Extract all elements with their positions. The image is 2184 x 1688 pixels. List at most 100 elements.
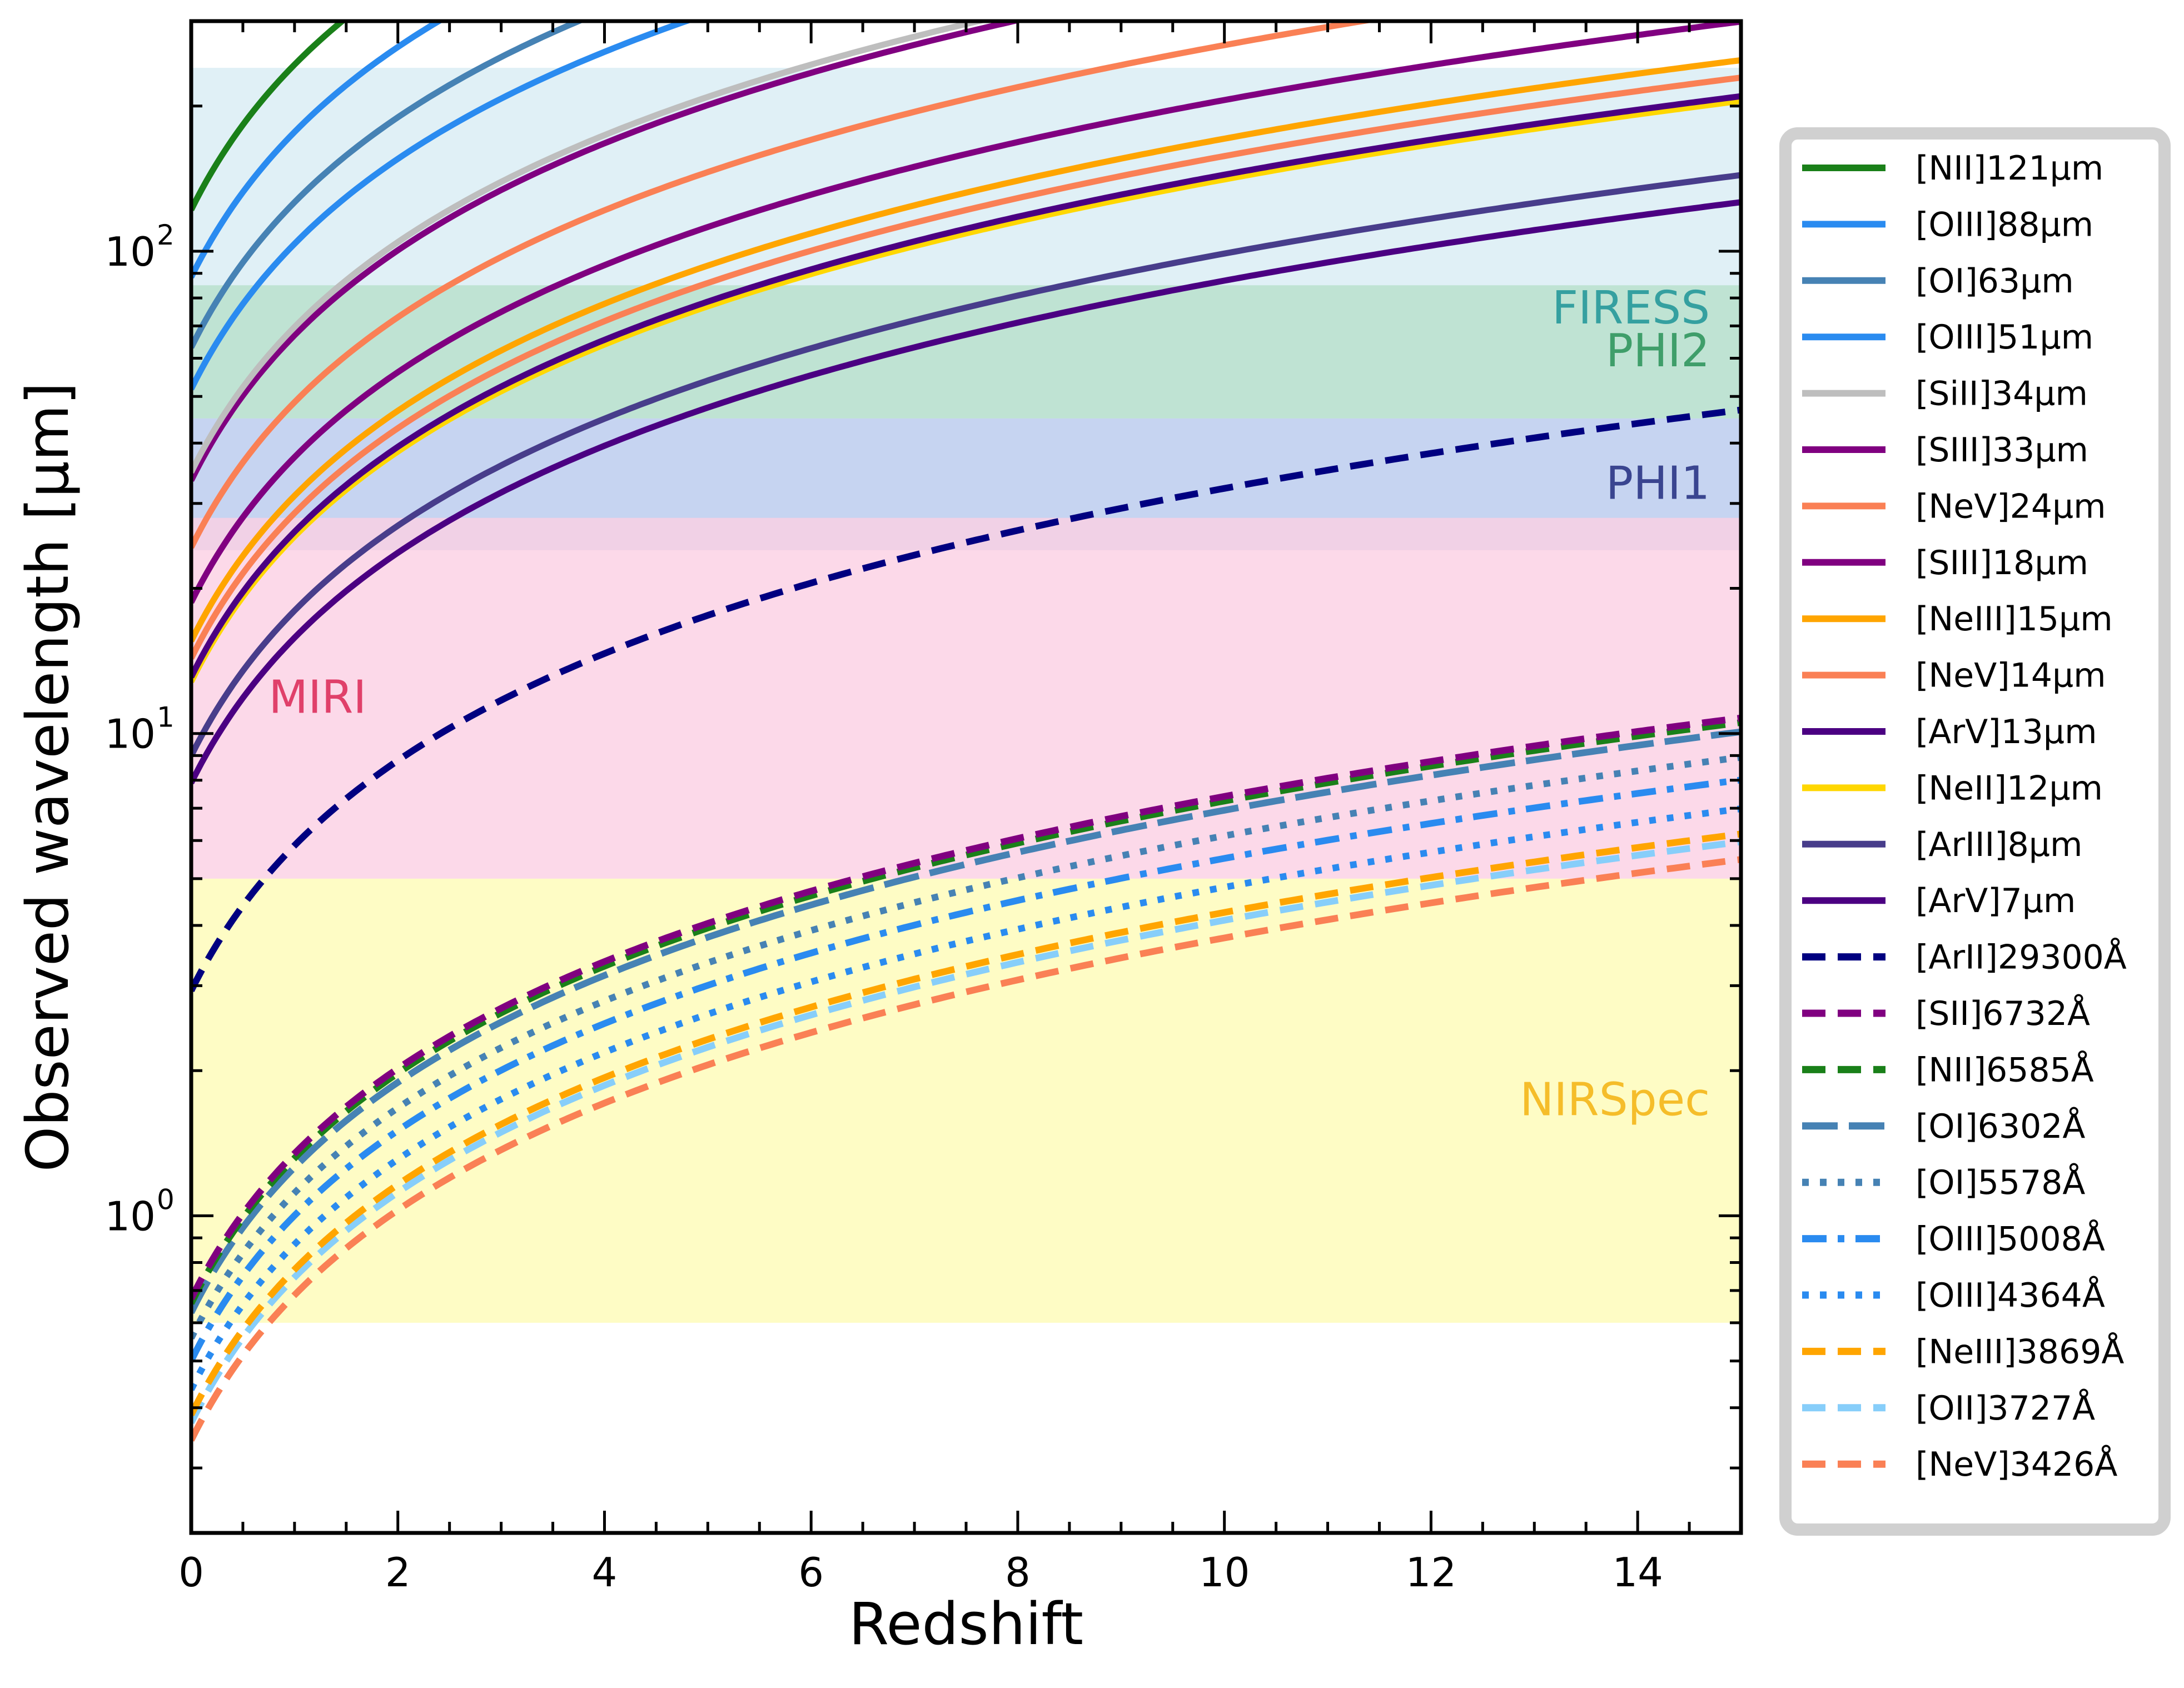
legend-item: [OI]5578Å bbox=[1802, 1163, 2085, 1202]
series-line-17 bbox=[191, 728, 1741, 1314]
legend-item: [SIII]33μm bbox=[1802, 431, 2088, 470]
series-line-13 bbox=[191, 199, 1741, 784]
series-line-18 bbox=[191, 754, 1741, 1340]
x-tick-label: 14 bbox=[1612, 1549, 1663, 1596]
legend-label: [NII]6585Å bbox=[1916, 1050, 2094, 1089]
legend-label: [SiII]34μm bbox=[1916, 375, 2088, 414]
series-line-11 bbox=[191, 98, 1741, 683]
band-label-nirspec: NIRSpec bbox=[1520, 1073, 1710, 1126]
series-line-14 bbox=[191, 406, 1741, 993]
band-label-phi2: PHI2 bbox=[1606, 325, 1710, 377]
x-tick-labels: 0 2 4 6 8 10 12 14 bbox=[178, 1549, 1663, 1596]
legend-label: [OI]5578Å bbox=[1916, 1163, 2085, 1202]
legend-items: [NII]121μm [OIII]88μm [OI]63μm [OIII]51μm [S… bbox=[1802, 149, 2127, 1484]
series-line-10 bbox=[191, 93, 1741, 679]
instrument-bands bbox=[191, 68, 1741, 1323]
legend-item: [OIII]51μm bbox=[1802, 318, 2093, 357]
x-tick-label: 10 bbox=[1199, 1549, 1250, 1596]
legend-label: [NeII]12μm bbox=[1916, 769, 2103, 808]
legend-item: [NII]121μm bbox=[1802, 149, 2103, 188]
series-line-12 bbox=[191, 172, 1741, 758]
legend: [NII]121μm [OIII]88μm [OI]63μm [OIII]51μm [S… bbox=[1779, 127, 2171, 1536]
legend-frame bbox=[1779, 127, 2171, 1536]
legend-item: [ArII]29300Å bbox=[1802, 938, 2127, 977]
series-line-22 bbox=[191, 838, 1741, 1425]
legend-item: [NeIII]15μm bbox=[1802, 600, 2113, 639]
legend-item: [ArV]7μm bbox=[1802, 882, 2076, 920]
x-tick-label: 8 bbox=[1005, 1549, 1031, 1596]
y-axis-label: Observed wavelength [μm] bbox=[14, 382, 82, 1172]
legend-label: [SIII]33μm bbox=[1916, 431, 2088, 470]
x-tick-label: 12 bbox=[1406, 1549, 1457, 1596]
legend-label: [OIII]51μm bbox=[1916, 318, 2093, 357]
series-line-19 bbox=[191, 776, 1741, 1362]
y-tick-label-exp: 0 bbox=[157, 1183, 175, 1216]
legend-item: [SiII]34μm bbox=[1802, 375, 2088, 414]
y-tick-label-base: 10 bbox=[105, 1193, 156, 1239]
legend-item: [NeV]14μm bbox=[1802, 656, 2106, 695]
x-tick-label: 0 bbox=[178, 1549, 204, 1596]
y-tick-label-base: 10 bbox=[105, 228, 156, 275]
y-tick-label-exp: 1 bbox=[157, 701, 175, 734]
legend-item: [OIII]5008Å bbox=[1802, 1219, 2105, 1259]
legend-item: [SII]6732Å bbox=[1802, 994, 2090, 1033]
legend-item: [ArV]13μm bbox=[1802, 713, 2097, 751]
legend-label: [NII]121μm bbox=[1916, 149, 2103, 188]
band-label-firess: FIRESS bbox=[1552, 282, 1710, 335]
legend-item: [NeV]3426Å bbox=[1802, 1445, 2117, 1484]
legend-item: [OI]63μm bbox=[1802, 262, 2074, 301]
y-tick-label: 10 2 bbox=[105, 219, 174, 275]
series-line-16 bbox=[191, 719, 1741, 1305]
y-tick-label-exp: 2 bbox=[157, 219, 175, 251]
legend-label: [OI]6302Å bbox=[1916, 1107, 2085, 1146]
band-label-phi1: PHI1 bbox=[1606, 457, 1710, 510]
legend-item: [OI]6302Å bbox=[1802, 1107, 2085, 1146]
legend-item: [OII]3727Å bbox=[1802, 1388, 2095, 1428]
series-line-9 bbox=[191, 74, 1741, 660]
legend-label: [ArV]13μm bbox=[1916, 713, 2097, 751]
series-line-3 bbox=[191, 21, 696, 391]
y-tick-label-base: 10 bbox=[105, 711, 156, 758]
series-line-21 bbox=[191, 830, 1741, 1417]
legend-item: [OIII]88μm bbox=[1802, 205, 2093, 244]
series-line-2 bbox=[191, 21, 586, 349]
legend-label: [ArV]7μm bbox=[1916, 882, 2076, 920]
x-axis-label: Redshift bbox=[849, 1590, 1083, 1658]
band-miri bbox=[191, 517, 1741, 879]
legend-label: [OII]3727Å bbox=[1916, 1388, 2095, 1428]
series-line-20 bbox=[191, 805, 1741, 1391]
legend-item: [SIII]18μm bbox=[1802, 544, 2088, 582]
series-line-6 bbox=[191, 21, 1382, 549]
legend-label: [OI]63μm bbox=[1916, 262, 2074, 301]
legend-item: [NeIII]3869Å bbox=[1802, 1332, 2124, 1371]
axis-ticks bbox=[190, 19, 1743, 1533]
series-lines bbox=[191, 21, 1741, 1442]
legend-label: [ArII]29300Å bbox=[1916, 938, 2127, 977]
series-line-8 bbox=[191, 57, 1741, 643]
legend-label: [NeIII]3869Å bbox=[1916, 1332, 2124, 1371]
x-tick-label: 2 bbox=[385, 1549, 411, 1596]
legend-item: [NeV]24μm bbox=[1802, 487, 2106, 526]
band-label-miri: MIRI bbox=[268, 671, 366, 724]
band-nirspec bbox=[191, 878, 1741, 1323]
legend-label: [SII]6732Å bbox=[1916, 994, 2090, 1033]
x-tick-label: 4 bbox=[592, 1549, 618, 1596]
legend-item: [NII]6585Å bbox=[1802, 1050, 2094, 1089]
legend-label: [SIII]18μm bbox=[1916, 544, 2088, 582]
legend-item: [ArIII]8μm bbox=[1802, 825, 2082, 864]
legend-item: [NeII]12μm bbox=[1802, 769, 2103, 808]
legend-label: [OIII]5008Å bbox=[1916, 1219, 2105, 1259]
legend-label: [NeV]14μm bbox=[1916, 656, 2106, 695]
legend-label: [NeIII]15μm bbox=[1916, 600, 2113, 639]
series-line-15 bbox=[191, 714, 1741, 1301]
legend-label: [OIII]88μm bbox=[1916, 205, 2093, 244]
y-tick-label: 10 0 bbox=[105, 1183, 174, 1239]
series-line-23 bbox=[191, 856, 1741, 1442]
legend-label: [ArIII]8μm bbox=[1916, 825, 2082, 864]
legend-item: [OIII]4364Å bbox=[1802, 1276, 2105, 1315]
legend-label: [NeV]24μm bbox=[1916, 487, 2106, 526]
x-tick-label: 6 bbox=[798, 1549, 824, 1596]
